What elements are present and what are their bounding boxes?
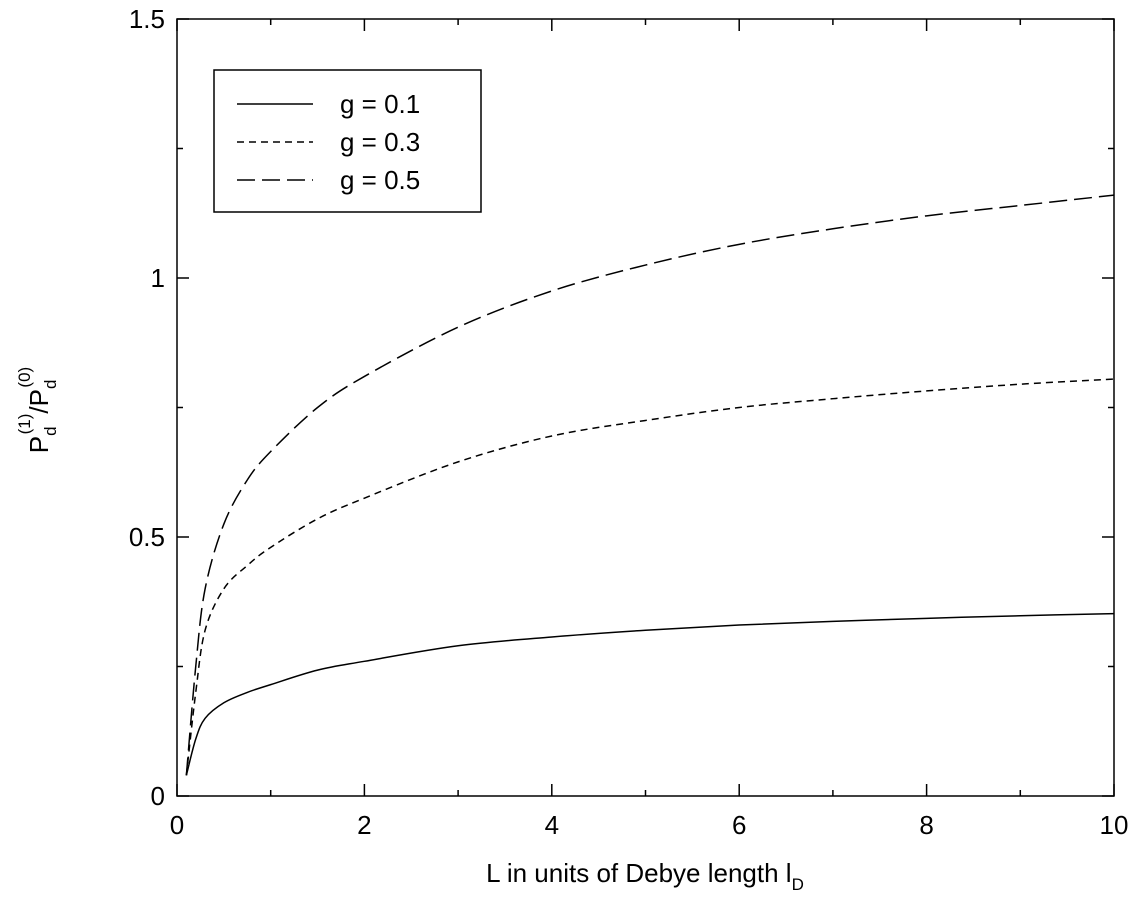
axis-ticks (176, 18, 1115, 797)
series-line-0 (185, 612, 1115, 776)
x-tick-label: 0 (170, 810, 184, 840)
legend: g = 0.1 g = 0.3 g = 0.5 (213, 69, 482, 213)
series-lines (185, 194, 1115, 776)
series-line-1 (185, 378, 1115, 776)
x-tick-label: 4 (545, 810, 559, 840)
y-tick-label: 0 (151, 781, 165, 811)
y-axis-title: Pd(1)/Pd(0) (15, 367, 60, 453)
series-line-2 (185, 194, 1115, 776)
legend-label-g03: g = 0.3 (340, 127, 420, 157)
x-tick-label: 8 (919, 810, 933, 840)
x-axis-title: L in units of Debye length lD (486, 858, 804, 894)
x-tick-label: 6 (732, 810, 746, 840)
y-tick-label: 1.5 (129, 4, 165, 34)
legend-label-g01: g = 0.1 (340, 89, 420, 119)
tick-labels: 0 2 4 6 8 10 0 0.5 1 1.5 (129, 4, 1129, 840)
y-tick-label: 0.5 (129, 522, 165, 552)
legend-box (213, 69, 482, 213)
y-tick-label: 1 (151, 263, 165, 293)
x-tick-label: 2 (357, 810, 371, 840)
legend-label-g05: g = 0.5 (340, 165, 420, 195)
x-tick-label: 10 (1100, 810, 1129, 840)
